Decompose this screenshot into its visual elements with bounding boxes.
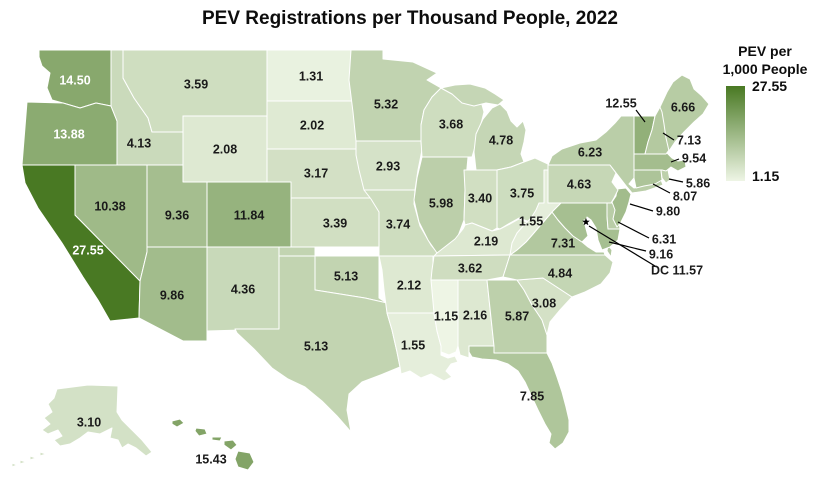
state-value-label-nm: 4.36 (231, 282, 255, 296)
legend-min-label: 1.15 (752, 168, 780, 185)
state-value-label-al: 2.16 (463, 308, 487, 322)
state-value-label-oh: 3.75 (510, 186, 534, 200)
callout-line-ct (652, 183, 671, 194)
state-value-label-de: 6.31 (652, 232, 676, 246)
legend: PEV per 1,000 People 27.55 1.15 (710, 42, 820, 196)
state-value-label-md: 9.16 (649, 247, 673, 261)
state-value-label-wy: 2.08 (213, 142, 237, 156)
state-value-label-hi: 15.43 (195, 452, 226, 466)
callout-line-de (617, 221, 650, 239)
state-value-label-ny: 6.23 (578, 145, 602, 159)
state-value-label-il: 5.98 (429, 196, 453, 210)
state-value-label-la: 1.55 (401, 338, 425, 352)
state-value-label-nh: 7.13 (677, 133, 701, 147)
state-value-label-ne: 3.17 (304, 166, 328, 180)
state-value-label-ak: 3.10 (77, 415, 101, 429)
state-value-label-ga: 5.87 (505, 309, 529, 323)
state-value-label-mo: 3.74 (386, 217, 410, 231)
callout-line-vt (635, 109, 646, 123)
state-value-label-vt: 12.55 (605, 96, 636, 110)
state-value-label-sd: 2.02 (300, 118, 324, 132)
state-value-label-az: 9.86 (160, 288, 184, 302)
legend-max-label: 27.55 (752, 78, 788, 95)
state-tx (234, 255, 401, 433)
state-value-label-ca: 27.55 (72, 243, 103, 257)
state-value-label-wv: 1.55 (519, 214, 543, 228)
callout-line-nj (629, 203, 654, 212)
state-value-label-mn: 5.32 (374, 97, 398, 111)
state-value-label-nc: 4.84 (548, 266, 572, 280)
callout-line-nh (662, 132, 675, 141)
state-nc (502, 254, 614, 298)
state-value-label-ia: 2.93 (376, 159, 400, 173)
legend-title: PEV per 1,000 People (710, 42, 820, 78)
state-ak (11, 384, 153, 468)
state-value-label-ok: 5.13 (334, 269, 358, 283)
state-fl (468, 345, 570, 450)
state-value-label-in: 3.40 (468, 191, 492, 205)
state-value-label-co: 11.84 (234, 208, 265, 222)
legend-body: 27.55 1.15 (710, 78, 820, 196)
state-hi (171, 418, 255, 471)
state-value-label-sc: 3.08 (532, 296, 556, 310)
legend-title-line1: PEV per (738, 43, 792, 59)
state-value-label-ar: 2.12 (397, 278, 421, 292)
state-value-label-nv: 10.38 (94, 199, 125, 213)
state-value-label-ky: 2.19 (474, 234, 498, 248)
callout-line-ma (670, 158, 680, 163)
state-value-label-fl: 7.85 (520, 389, 544, 403)
state-ny (547, 115, 664, 194)
chart-title: PEV Registrations per Thousand People, 2… (201, 8, 618, 29)
state-value-label-id: 4.13 (127, 136, 151, 150)
state-value-label-nj: 9.80 (656, 204, 680, 218)
state-value-label-mi: 4.78 (489, 133, 513, 147)
state-value-label-wa: 14.50 (59, 73, 90, 87)
state-value-label-dc: DC 11.57 (651, 263, 703, 277)
state-value-label-mt: 3.59 (184, 77, 208, 91)
legend-gradient-bar (726, 86, 745, 182)
state-value-label-pa: 4.63 (567, 177, 591, 191)
state-value-label-ma: 9.54 (682, 151, 706, 165)
state-value-label-ms: 1.15 (434, 309, 458, 323)
state-value-label-tn: 3.62 (458, 261, 482, 275)
callout-line-dc (588, 225, 656, 267)
state-value-label-tx: 5.13 (304, 339, 328, 353)
state-ri (660, 169, 671, 184)
legend-title-line2: 1,000 People (722, 61, 808, 78)
state-value-label-wi: 3.68 (439, 117, 463, 131)
callout-line-ri (668, 178, 684, 183)
state-value-label-nd: 1.31 (299, 69, 323, 83)
state-value-label-ct: 8.07 (673, 189, 697, 203)
state-value-label-ks: 3.39 (323, 216, 347, 230)
state-ma (633, 152, 687, 172)
state-value-label-or: 13.88 (53, 127, 84, 141)
state-value-label-ut: 9.36 (165, 208, 189, 222)
state-value-label-me: 6.66 (671, 100, 695, 114)
state-value-label-ri: 5.86 (686, 176, 710, 190)
callout-line-md (608, 241, 647, 252)
dc-marker (582, 218, 590, 226)
state-value-label-va: 7.31 (551, 236, 575, 250)
state-me (659, 74, 710, 152)
